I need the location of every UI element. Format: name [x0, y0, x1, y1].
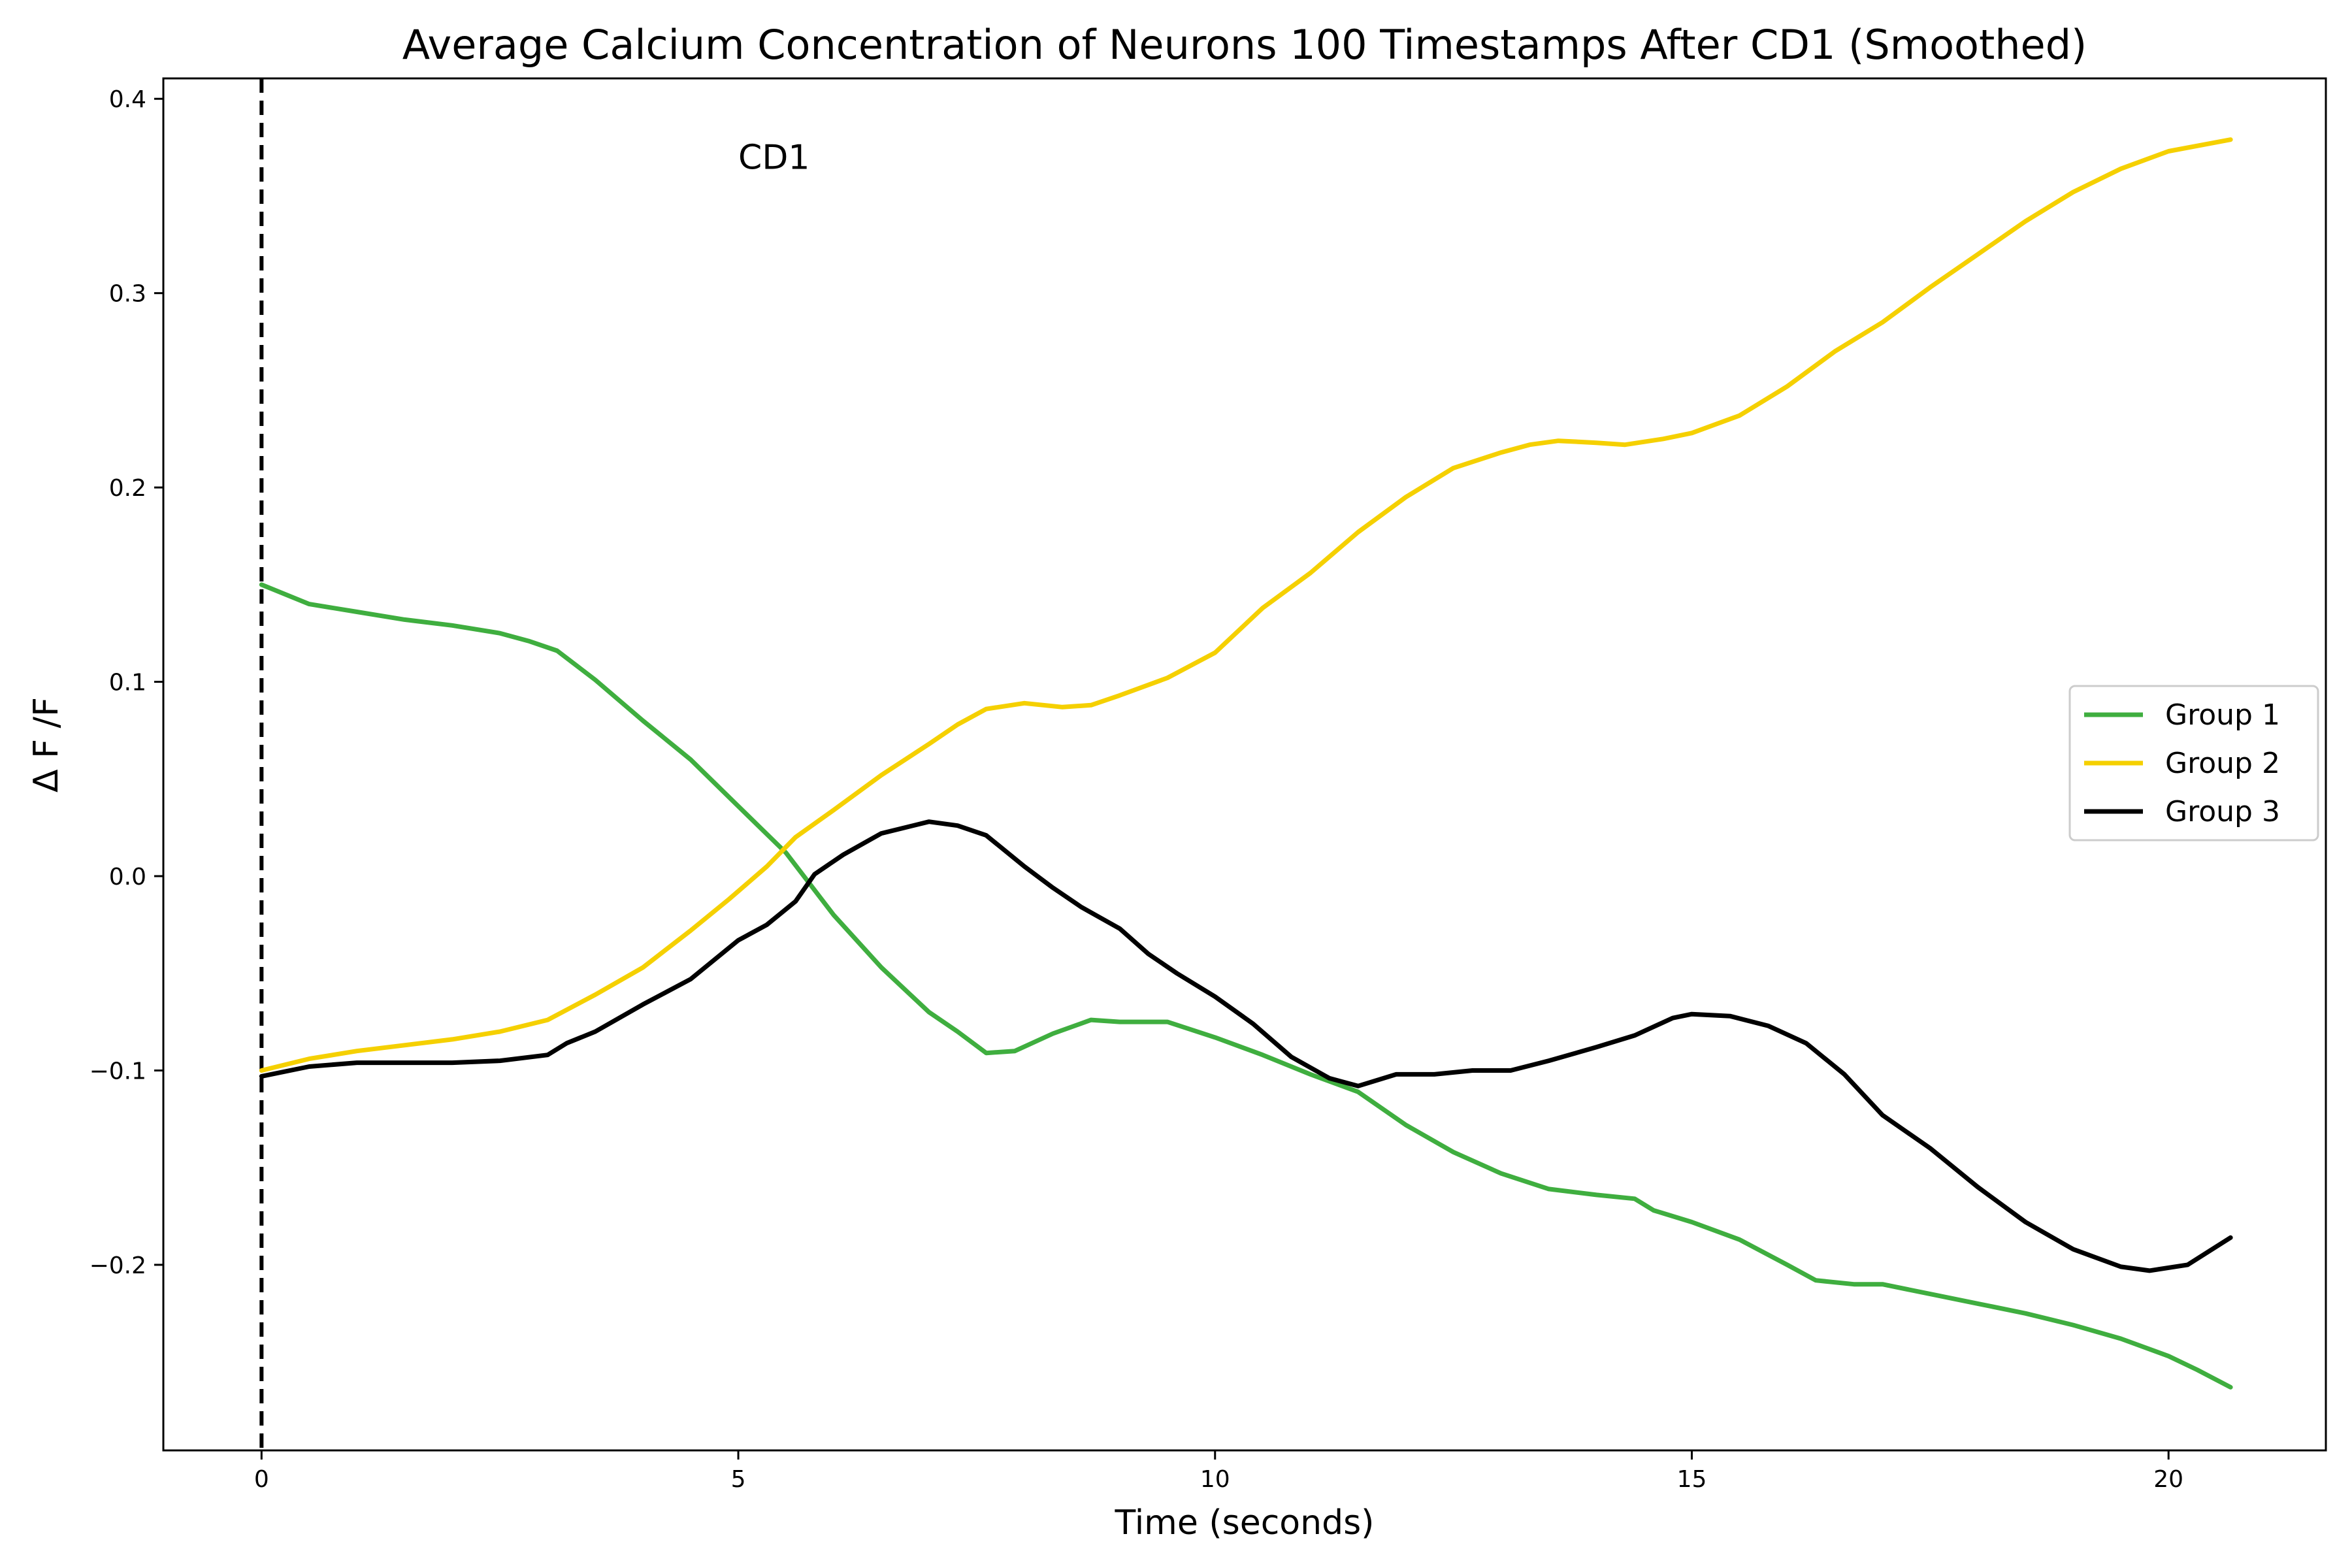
y-tick-label: 0.1 [109, 670, 146, 696]
x-tick-label: 5 [731, 1466, 746, 1493]
x-tick-label: 0 [254, 1466, 269, 1493]
legend-box [2068, 685, 2319, 841]
y-tick-label: −0.1 [90, 1058, 146, 1085]
y-tick-label: 0.0 [109, 864, 146, 890]
plot-frame [162, 77, 2327, 1452]
x-tick-label: 10 [1200, 1466, 1230, 1493]
series-line-group-1 [259, 582, 2233, 1390]
legend-label-group-2: Group 2 [2165, 747, 2280, 780]
y-tick-label: 0.3 [109, 281, 146, 308]
y-tick-label: 0.4 [109, 86, 146, 113]
plot-area [259, 78, 2233, 1450]
legend-label-group-3: Group 3 [2165, 795, 2280, 828]
x-tick-label: 20 [2153, 1466, 2183, 1493]
legend: Group 1 Group 2 Group 3 [2068, 685, 2319, 841]
x-axis-label: Time (seconds) [1115, 1503, 1375, 1543]
legend-label-group-1: Group 1 [2165, 698, 2280, 732]
axis-ticks: 0 5 10 15 20 −0.2 −0.1 0.0 0.1 0.2 0.3 0.4 [90, 86, 2184, 1493]
series-line-group-2 [259, 137, 2233, 1073]
y-tick-label: 0.2 [109, 475, 146, 502]
y-axis-label: Δ F /F [27, 697, 66, 792]
cd1-annotation: CD1 [738, 138, 809, 177]
chart-title: Average Calcium Concentration of Neurons… [402, 21, 2087, 69]
y-tick-label: −0.2 [90, 1252, 146, 1279]
series-line-group-3 [259, 819, 2233, 1273]
x-tick-label: 15 [1677, 1466, 1707, 1493]
